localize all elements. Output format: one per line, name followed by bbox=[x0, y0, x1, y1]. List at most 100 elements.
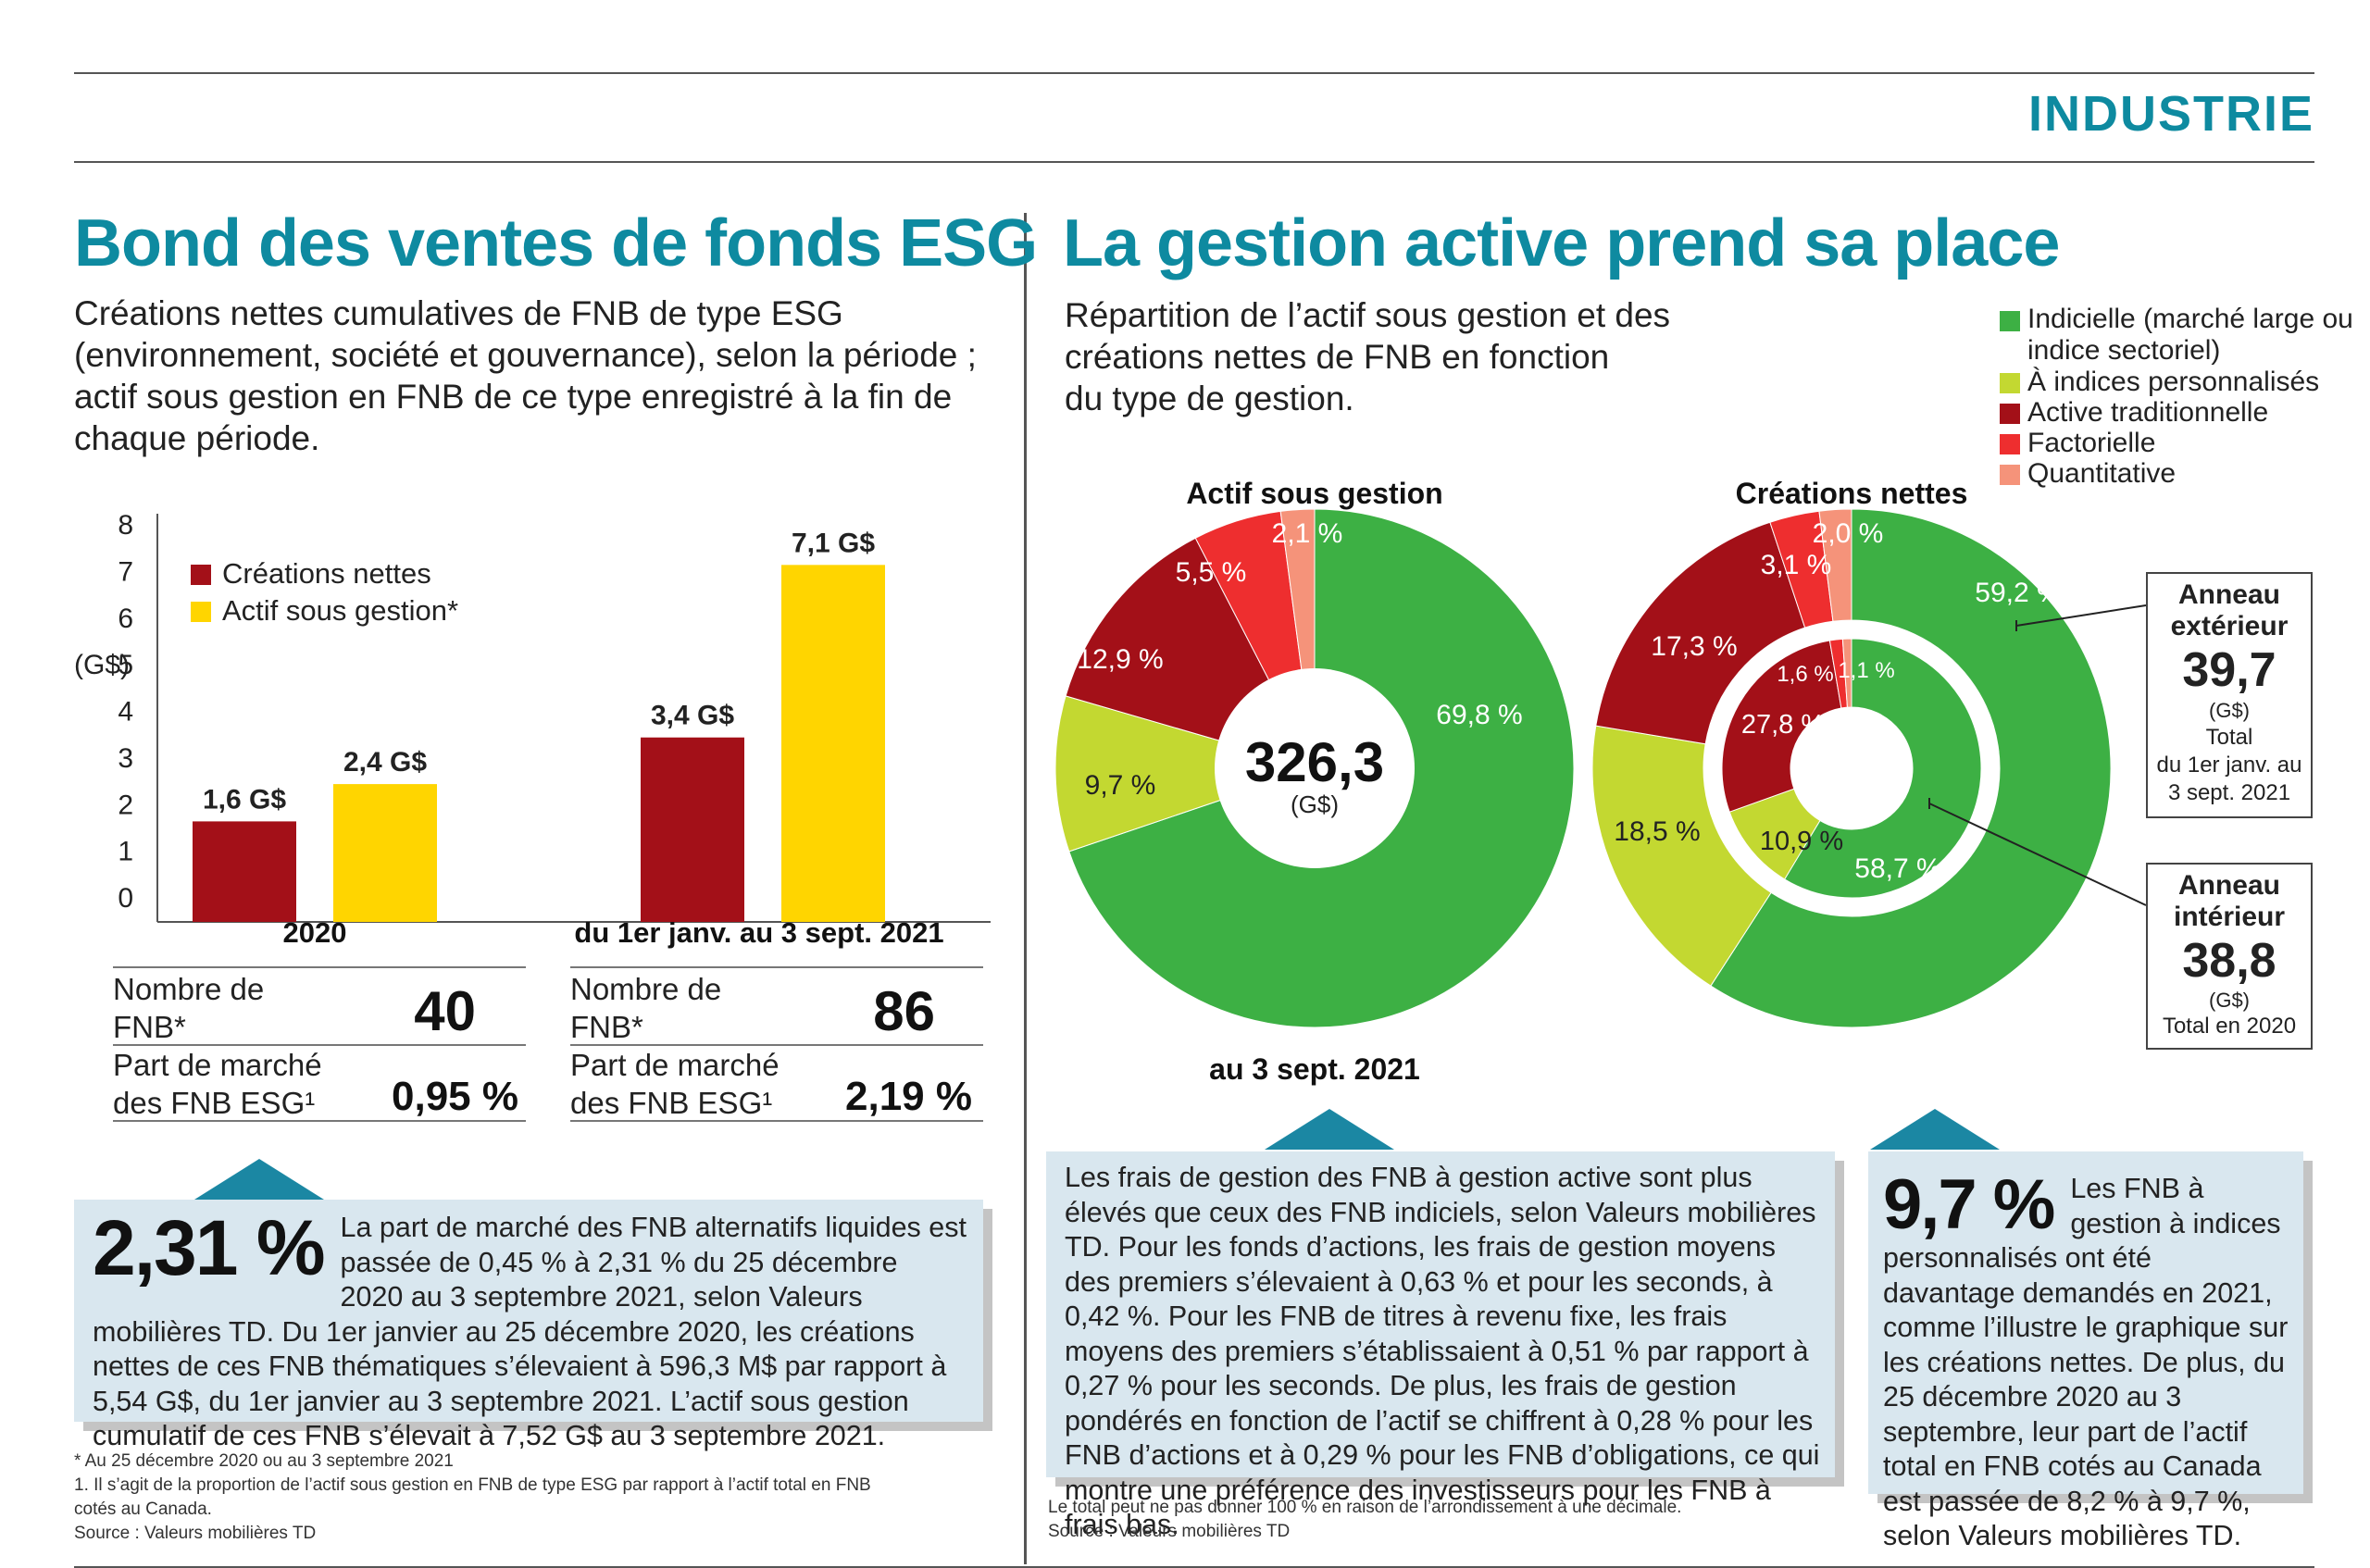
ring-box-line: Total bbox=[2205, 725, 2253, 750]
top-rule bbox=[74, 72, 2314, 74]
stat-share-label-2020: Part de marché des FNB ESG¹ bbox=[113, 1046, 322, 1122]
inner-ring-desc: Total en 2020 bbox=[2162, 1014, 2297, 1039]
stat-fnb-count-label-2021: Nombre de FNB* bbox=[570, 970, 721, 1046]
x-category-label: 2020 bbox=[283, 916, 347, 949]
outer-ring-unit: (G$) bbox=[2209, 699, 2250, 722]
pie2-outer-label: 2,0 % bbox=[1813, 518, 1884, 549]
pie2-inner-label: 27,8 % bbox=[1741, 710, 1825, 740]
footnote: cotés au Canada. bbox=[74, 1500, 212, 1519]
stat-share-2020: 0,95 % bbox=[392, 1074, 518, 1119]
right-callout-custom-body: Les FNB à gestion à indices personnalisé… bbox=[1883, 1173, 2289, 1551]
pie2-outer-label: 17,3 % bbox=[1651, 631, 1737, 662]
left-title: Bond des ventes de fonds ESG bbox=[74, 206, 1038, 280]
y-tick-label: 3 bbox=[118, 743, 133, 774]
pie2-outer-label: 3,1 % bbox=[1761, 550, 1832, 580]
y-tick-label: 4 bbox=[118, 697, 133, 728]
stat-fnb-count-2020: 40 bbox=[414, 980, 476, 1042]
y-tick-label: 6 bbox=[118, 604, 133, 634]
stats-rule bbox=[113, 1044, 526, 1046]
slice-value-label: 2,1 % bbox=[1272, 518, 1343, 549]
bar-value-label: 7,1 G$ bbox=[792, 528, 875, 558]
stat-label-line: Nombre de bbox=[570, 972, 722, 1006]
pie1-total: 326,3 bbox=[1245, 731, 1384, 793]
chart-legend-swatch bbox=[191, 565, 211, 585]
left-callout-pct: 2,31 % bbox=[93, 1204, 326, 1291]
pie2-title: Créations nettes bbox=[1736, 477, 1968, 510]
ring-box-line: du 1er janv. au bbox=[2156, 753, 2302, 778]
column-divider bbox=[1024, 213, 1027, 1564]
stats-rule bbox=[570, 1044, 983, 1046]
pie2-inner-label: 58,7 % bbox=[1854, 853, 1940, 884]
stat-label-line: Part de marché bbox=[570, 1048, 780, 1082]
legend-swatch-personnalises bbox=[2000, 373, 2020, 393]
bar-chart: 0 1 2 3 4 5 6 7 8 (G$) Créations nettes Actif sous … bbox=[74, 510, 991, 949]
stat-fnb-count-2021: 86 bbox=[873, 980, 935, 1042]
right-callout-box-custom: 9,7 % Les FNB à gestion à indices person… bbox=[1868, 1151, 2303, 1551]
stat-label-line: des FNB ESG¹ bbox=[113, 1086, 316, 1120]
pie1-slice bbox=[1054, 695, 1316, 852]
right-subtitle-line: Répartition de l’actif sous gestion et d… bbox=[1065, 296, 1671, 334]
right-title: La gestion active prend sa place bbox=[1063, 206, 2060, 280]
left-subtitle: Créations nettes cumulatives de FNB de t… bbox=[74, 292, 981, 459]
left-subtitle-line: Créations nettes cumulatives de FNB de t… bbox=[74, 294, 843, 332]
footnote: Le total peut ne pas donner 100 % en rai… bbox=[1048, 1498, 1682, 1517]
section-label: INDUSTRIE bbox=[2027, 86, 2314, 142]
legend-label-active: Active traditionnelle bbox=[2027, 397, 2269, 428]
pie2-outer-label: 18,5 % bbox=[1614, 816, 1700, 847]
stat-label-line: des FNB ESG¹ bbox=[570, 1086, 773, 1120]
inner-ring-box: Anneau intérieur 38,8 (G$) Total en 2020 bbox=[2146, 863, 2313, 1050]
left-footnotes: * Au 25 décembre 2020 ou au 3 septembre … bbox=[74, 1450, 1000, 1546]
ring-box-line: 3 sept. 2021 bbox=[2167, 780, 2291, 805]
outer-ring-leader bbox=[2015, 604, 2147, 627]
left-subtitle-line: actif sous gestion en FNB de ce type enr… bbox=[74, 378, 953, 416]
stat-label-line: Nombre de bbox=[113, 972, 265, 1006]
legend-label-indicielle: Indicielle (marché large ou indice secto… bbox=[2027, 304, 2353, 367]
pie2-inner-label: 1,1 % bbox=[1838, 658, 1894, 683]
stat-label-line: Part de marché bbox=[113, 1048, 322, 1082]
stats-rule bbox=[113, 1120, 526, 1122]
ring-box-title-line: extérieur bbox=[2170, 611, 2289, 641]
left-callout-body: La part de marché des FNB alternatifs li… bbox=[93, 1212, 967, 1451]
footnote: 1. Il s’agit de la proportion de l’actif… bbox=[74, 1475, 871, 1495]
slice-value-label: 69,8 % bbox=[1436, 700, 1522, 730]
inner-ring-total: 38,8 bbox=[2182, 934, 2276, 988]
pie2-inner-label: 10,9 % bbox=[1760, 827, 1843, 856]
ring-box-title-line: intérieur bbox=[2173, 902, 2286, 932]
legend-label-factorielle: Factorielle bbox=[2027, 428, 2156, 458]
legend-swatch-quantitative bbox=[2000, 465, 2020, 485]
y-tick-label: 1 bbox=[118, 837, 133, 867]
left-callout-text: 2,31 % La part de marché des FNB alterna… bbox=[74, 1200, 983, 1454]
stat-label-line: FNB* bbox=[113, 1010, 186, 1044]
right-subtitle-line: créations nettes de FNB en fonction bbox=[1065, 338, 1610, 376]
pie2-center-hole bbox=[1790, 707, 1913, 829]
stats-rule bbox=[570, 1120, 983, 1122]
stat-share-2021: 2,19 % bbox=[845, 1074, 972, 1119]
left-subtitle-line: chaque période. bbox=[74, 419, 320, 457]
legend-swatch-active bbox=[2000, 404, 2020, 424]
outer-ring-box: Anneau extérieur 39,7 (G$) Total du 1er … bbox=[2146, 572, 2313, 818]
legend-label-personnalises: À indices personnalisés bbox=[2027, 367, 2320, 397]
callout-pointer bbox=[1265, 1109, 1394, 1150]
bar bbox=[641, 737, 744, 922]
right-callout-pct: 9,7 % bbox=[1883, 1165, 2055, 1244]
inner-ring-leader bbox=[1928, 803, 2147, 906]
stat-fnb-count-label-2020: Nombre de FNB* bbox=[113, 970, 264, 1046]
stat-share-label-2021: Part de marché des FNB ESG¹ bbox=[570, 1046, 780, 1122]
callout-pointer bbox=[194, 1159, 324, 1200]
pie1-center-hole bbox=[1215, 668, 1415, 868]
y-tick-label: 8 bbox=[118, 510, 133, 541]
right-callout-box-fees: Les frais de gestion des FNB à gestion a… bbox=[1046, 1151, 1835, 1540]
header-rule bbox=[74, 161, 2314, 163]
chart-legend-swatch bbox=[191, 602, 211, 622]
stats-rule bbox=[570, 966, 983, 968]
pie1-title: Actif sous gestion bbox=[1186, 477, 1442, 510]
inner-ring-box-title: Anneau intérieur bbox=[2148, 870, 2311, 933]
outer-ring-total: 39,7 bbox=[2182, 643, 2276, 697]
y-axis-label: (G$) bbox=[74, 650, 130, 680]
pie1-unit: (G$) bbox=[1291, 790, 1339, 818]
stat-label-line: FNB* bbox=[570, 1010, 643, 1044]
y-tick-label: 5 bbox=[118, 650, 133, 680]
x-category-label: du 1er janv. au 3 sept. 2021 bbox=[574, 916, 943, 949]
right-subtitle-line: du type de gestion. bbox=[1065, 380, 1354, 417]
footnote: * Au 25 décembre 2020 ou au 3 septembre … bbox=[74, 1451, 454, 1471]
